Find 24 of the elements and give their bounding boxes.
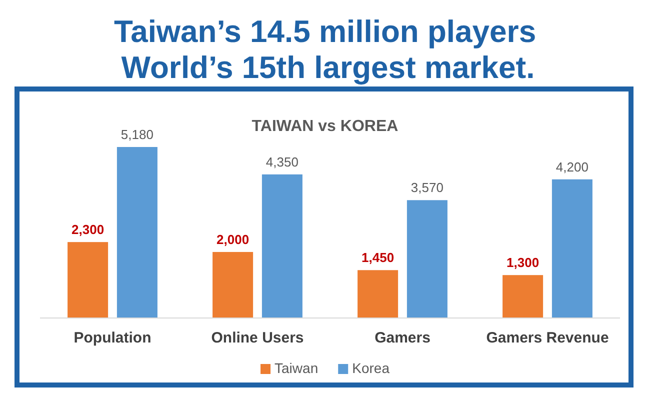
- bar: [358, 270, 398, 318]
- x-tick-label: Population: [74, 330, 152, 347]
- data-label: 1,300: [506, 255, 540, 270]
- data-label: 3,570: [410, 180, 444, 196]
- chart-title: Taiwan’s 14.5 million players World’s 15th largest market.: [114, 14, 536, 85]
- data-label: 2,000: [216, 232, 250, 247]
- bar: [502, 275, 544, 318]
- chart-subtitle: TAIWAN vs KOREA: [252, 118, 399, 135]
- legend-label: Taiwan: [274, 360, 318, 376]
- bar: [552, 179, 592, 318]
- data-label: 4,350: [266, 154, 298, 170]
- data-label: 2,300: [72, 222, 104, 238]
- x-tick-label: Gamers: [374, 330, 430, 347]
- x-tick-label: Online Users: [211, 330, 304, 347]
- data-label: 5,180: [120, 127, 154, 142]
- bar: [262, 174, 302, 318]
- bar: [68, 242, 108, 318]
- bar: [212, 252, 254, 318]
- legend-label: Korea: [352, 360, 390, 376]
- x-tick-label: Gamers Revenue: [486, 330, 609, 347]
- bar: [406, 200, 448, 318]
- bar: [116, 147, 158, 318]
- data-label: 1,450: [362, 250, 394, 266]
- data-label: 4,200: [556, 159, 588, 174]
